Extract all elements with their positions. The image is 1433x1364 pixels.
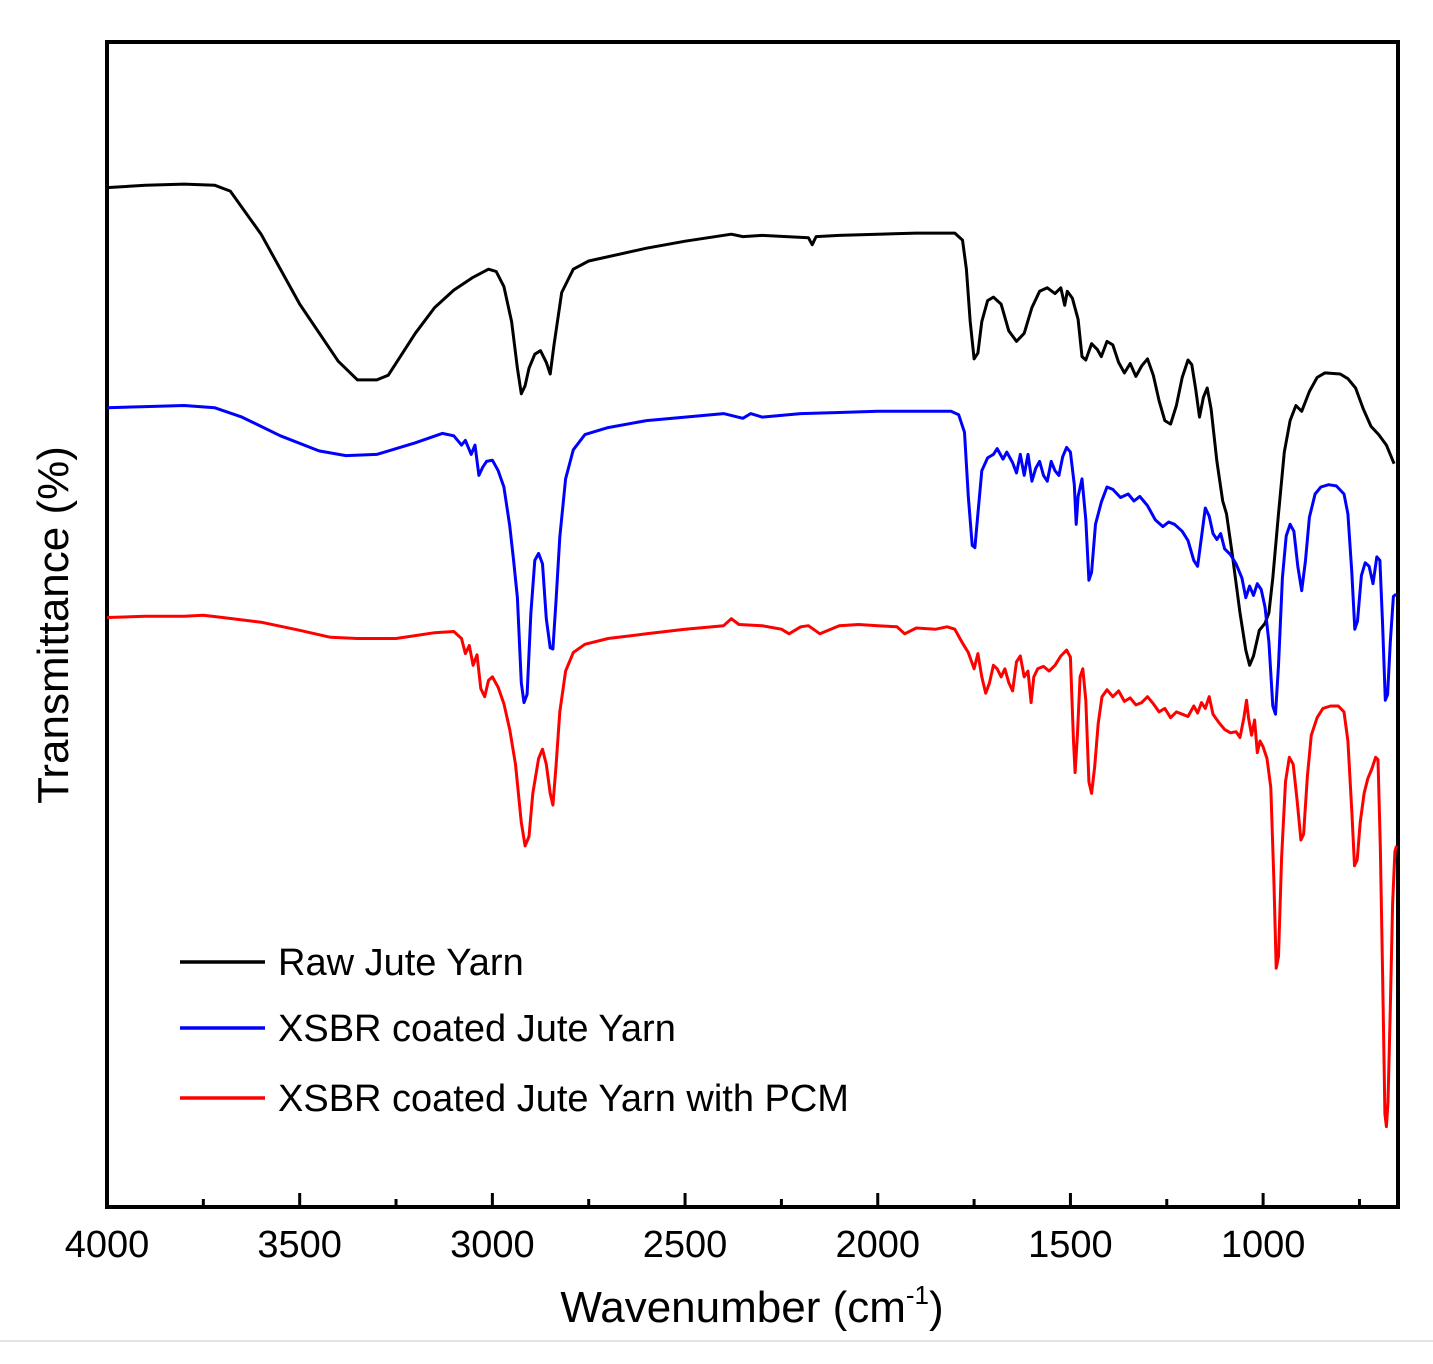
y-axis-title: Transmittance (%) <box>29 446 78 804</box>
legend-label-raw: Raw Jute Yarn <box>278 942 524 984</box>
x-axis-title-tail: ) <box>929 1283 944 1332</box>
bottom-rule <box>0 1340 1433 1342</box>
series-line-1 <box>106 404 1398 716</box>
series-line-2 <box>106 613 1398 1129</box>
x-axis-ticks: 4000 3500 3000 2500 2000 1500 1000 <box>65 1193 1361 1266</box>
legend-label-xsbr-pcm: XSBR coated Jute Yarn with PCM <box>278 1078 849 1120</box>
legend-label-xsbr: XSBR coated Jute Yarn <box>278 1008 676 1050</box>
x-axis-title: Wavenumber (cm-1) <box>560 1280 943 1332</box>
x-tick-label: 2000 <box>835 1224 920 1266</box>
series-group <box>106 182 1398 1129</box>
x-axis-title-sup: -1 <box>906 1280 929 1310</box>
x-tick-label: 4000 <box>65 1224 150 1266</box>
x-axis-title-main: Wavenumber (cm <box>560 1283 906 1332</box>
x-tick-label: 1000 <box>1221 1224 1306 1266</box>
x-tick-label: 3500 <box>257 1224 342 1266</box>
x-tick-label: 1500 <box>1028 1224 1113 1266</box>
series-line-0 <box>106 182 1396 667</box>
x-tick-label: 2500 <box>643 1224 728 1266</box>
legend: Raw Jute Yarn XSBR coated Jute Yarn XSBR… <box>180 942 849 1120</box>
x-tick-label: 3000 <box>450 1224 535 1266</box>
